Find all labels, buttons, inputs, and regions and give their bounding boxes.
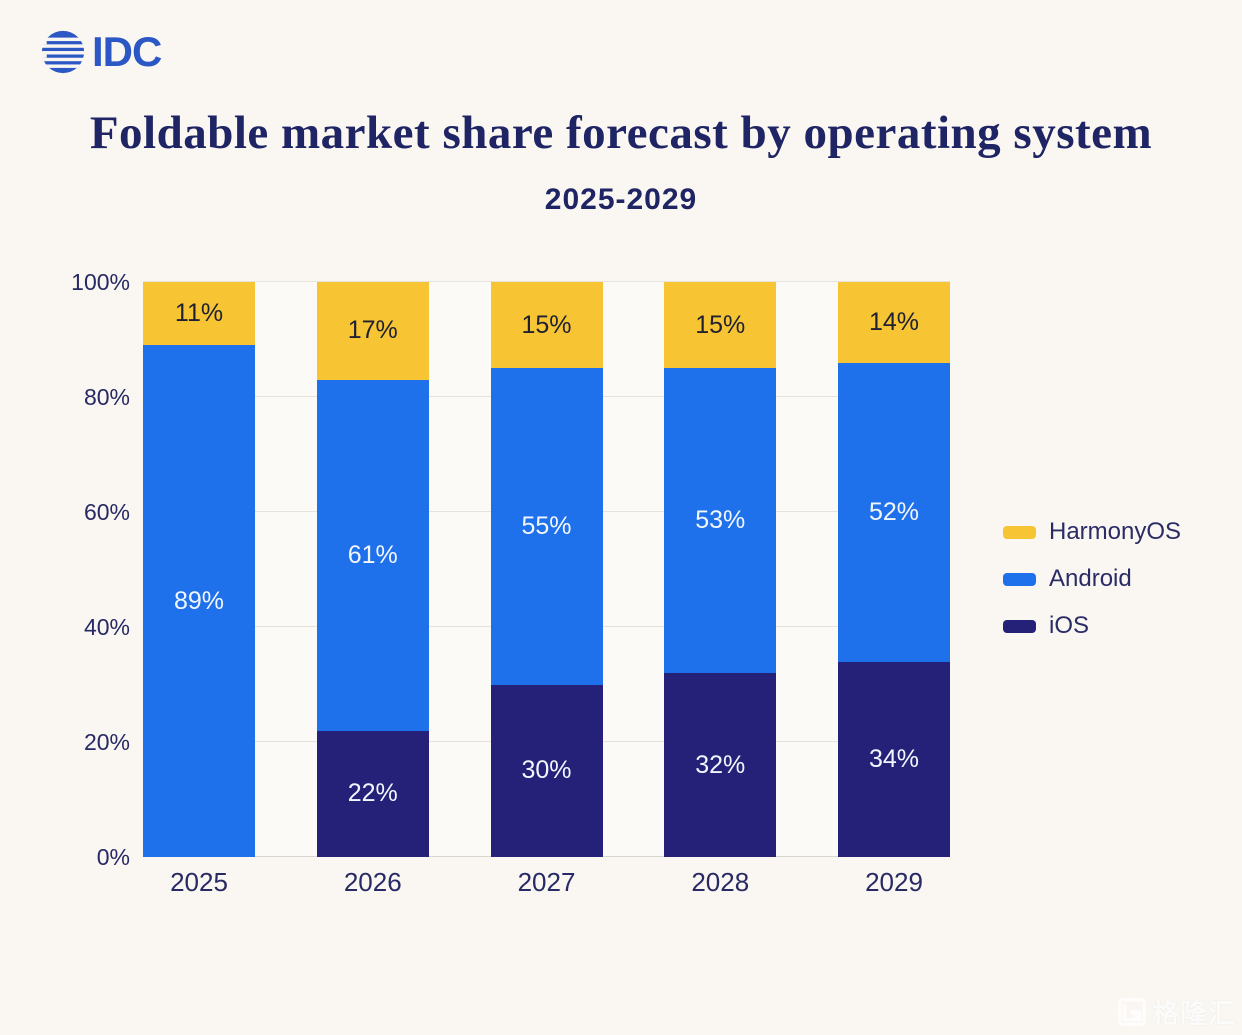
segment-ios-2026: 22% <box>316 730 429 857</box>
plot-area: 11% 89% 2025 17% 61% 22% 2026 15% 55% 30% 2027 15% 5… <box>143 281 950 897</box>
legend: HarmonyOS Android iOS <box>1003 518 1182 661</box>
x-axis-label: 2025 <box>170 867 228 897</box>
legend-item-android: Android <box>1003 565 1181 592</box>
y-axis-label: 0% <box>96 844 130 870</box>
bar-2027: 15% 55% 30% 2027 <box>490 282 603 897</box>
bar-2028: 15% 53% 32% 2028 <box>664 282 777 897</box>
y-axis-label: 40% <box>83 614 130 640</box>
segment-ios-2027: 30% <box>490 684 603 857</box>
segment-harmonyos-2029: 14% <box>838 282 950 363</box>
segment-value-label: 89% <box>173 586 225 615</box>
idc-globe-icon <box>40 30 86 74</box>
chart-subtitle: 2025-2029 <box>544 183 698 216</box>
bar-2026: 17% 61% 22% 2026 <box>316 282 429 897</box>
x-axis-label: 2028 <box>691 867 750 897</box>
idc-logo: IDC <box>40 28 162 75</box>
watermark-text: 格隆汇 <box>1152 999 1236 1029</box>
legend-label: HarmonyOS <box>1049 518 1182 545</box>
gelonghui-watermark: 格隆汇 <box>1117 992 1236 1031</box>
legend-swatch-android <box>1003 572 1036 586</box>
segment-value-label: 61% <box>347 540 398 569</box>
chart-title: Foldable market share forecast by operat… <box>89 107 1153 159</box>
legend-swatch-harmonyos <box>1003 525 1036 539</box>
segment-harmonyos-2027: 15% <box>490 282 603 369</box>
segment-android-2028: 53% <box>664 368 777 673</box>
idc-logo-text: IDC <box>92 28 162 75</box>
segment-value-label: 15% <box>521 310 572 339</box>
y-axis-label: 20% <box>83 729 130 755</box>
gridline-100% <box>143 281 950 282</box>
segment-harmonyos-2028: 15% <box>664 282 777 369</box>
segment-value-label: 32% <box>695 750 746 779</box>
legend-swatch-ios <box>1003 619 1036 633</box>
gelonghui-logo-icon <box>1117 997 1147 1026</box>
legend-label: iOS <box>1049 612 1090 639</box>
x-axis-label: 2027 <box>517 867 576 897</box>
segment-value-label: 11% <box>174 299 224 328</box>
segment-ios-2028: 32% <box>664 673 777 857</box>
segment-value-label: 53% <box>695 506 746 535</box>
y-axis: 0% 20% 40% 60% 80% 100% <box>30 269 130 870</box>
segment-android-2026: 61% <box>316 379 429 731</box>
bar-2029: 14% 52% 34% 2029 <box>838 282 950 897</box>
segment-value-label: 30% <box>521 756 572 785</box>
segment-value-label: 15% <box>695 310 746 339</box>
y-axis-label: 80% <box>83 384 130 410</box>
bar-2025: 11% 89% 2025 <box>143 282 255 897</box>
segment-ios-2029: 34% <box>838 661 950 857</box>
segment-android-2025: 89% <box>143 345 255 857</box>
legend-item-harmonyos: HarmonyOS <box>1003 518 1182 545</box>
x-axis-label: 2026 <box>343 867 402 897</box>
y-axis-label: 60% <box>83 499 130 525</box>
segment-value-label: 17% <box>347 316 398 345</box>
segment-android-2027: 55% <box>490 368 603 685</box>
segment-value-label: 52% <box>868 497 920 526</box>
segment-harmonyos-2025: 11% <box>143 282 255 346</box>
segment-harmonyos-2026: 17% <box>316 282 429 380</box>
segment-value-label: 34% <box>868 744 920 773</box>
x-axis-label: 2029 <box>865 867 923 897</box>
legend-item-ios: iOS <box>1003 612 1181 639</box>
legend-label: Android <box>1049 565 1132 592</box>
y-axis-label: 100% <box>71 269 130 295</box>
segment-value-label: 55% <box>521 511 572 540</box>
segment-value-label: 14% <box>868 307 920 336</box>
segment-android-2029: 52% <box>838 362 950 662</box>
segment-value-label: 22% <box>347 779 398 808</box>
